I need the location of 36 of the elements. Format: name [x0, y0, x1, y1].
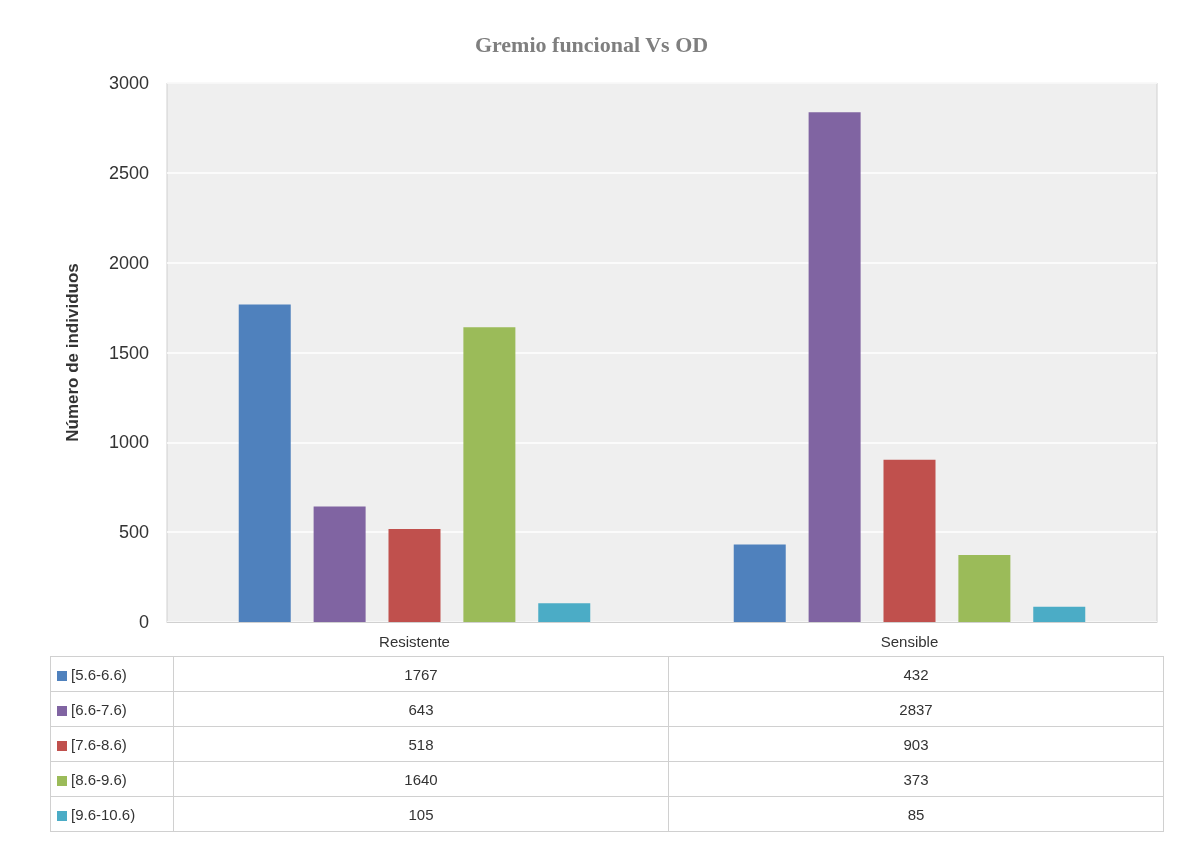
y-tick-label: 1000: [108, 432, 149, 453]
y-tick-label: 3000: [108, 73, 149, 93]
bar: [733, 544, 786, 622]
legend-label: [8.6-9.6): [50, 761, 174, 797]
y-tick-label: 2500: [108, 162, 149, 183]
data-label: 432: [668, 656, 1164, 692]
bar: [538, 603, 591, 622]
data-label: 903: [668, 726, 1164, 762]
data-label: 373: [668, 761, 1164, 797]
data-label: 1640: [173, 761, 669, 797]
bar: [388, 528, 441, 622]
legend-label: [5.6-6.6): [50, 656, 174, 692]
data-label: 85: [668, 796, 1164, 832]
data-label: 2837: [668, 691, 1164, 727]
bar: [313, 506, 366, 622]
legend-label: [9.6-10.6): [50, 796, 174, 832]
y-tick-label: 1500: [108, 342, 149, 363]
legend-label: [7.6-8.6): [50, 726, 174, 762]
data-label: 518: [173, 726, 669, 762]
bar: [808, 112, 861, 622]
data-label: 1767: [173, 656, 669, 692]
y-tick-label: 2000: [108, 252, 149, 273]
y-axis-title: Número de individuos: [63, 263, 82, 442]
data-label: 643: [173, 691, 669, 727]
bar: [958, 554, 1011, 622]
x-tick-label: Resistente: [379, 633, 450, 650]
legend-label: [6.6-7.6): [50, 691, 174, 727]
data-label: 105: [173, 796, 669, 832]
chart-title: Gremio funcional Vs OD: [474, 31, 709, 57]
bar: [238, 304, 291, 622]
y-tick-label: 500: [118, 522, 149, 543]
bar: [1033, 606, 1086, 622]
bar: [883, 459, 936, 622]
bar: [463, 327, 516, 622]
y-tick-label: 0: [138, 612, 149, 632]
x-tick-label: Sensible: [880, 633, 939, 650]
